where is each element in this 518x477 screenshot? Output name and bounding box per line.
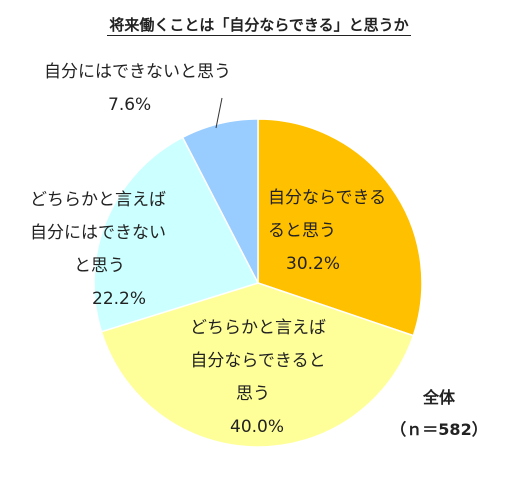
slice-agree bbox=[257, 118, 423, 337]
slice-label-somewhat-disagree-line1: どちらかと言えば bbox=[30, 190, 166, 210]
slice-label-somewhat-agree-line3: 思う bbox=[236, 384, 270, 404]
chart-title: 将来働くことは「自分ならできる」と思うか bbox=[107, 16, 411, 36]
slice-label-agree-line2: ると思う bbox=[268, 221, 336, 241]
slice-label-disagree: 自分にはできないと思う 7.6% bbox=[44, 56, 231, 122]
slice-label-disagree-line1: 自分にはできないと思う bbox=[44, 62, 231, 82]
leader-line-disagree bbox=[215, 97, 223, 129]
slice-value-somewhat-disagree: 22.2% bbox=[92, 289, 147, 309]
slice-value-agree: 30.2% bbox=[286, 254, 341, 274]
sample-size-note: 全体 （ｎ＝582） bbox=[380, 382, 498, 446]
slice-somewhat-disagree bbox=[93, 136, 260, 333]
slice-label-agree: 自分ならできる ると思う 30.2% bbox=[268, 182, 386, 281]
slice-value-disagree: 7.6% bbox=[108, 95, 152, 115]
total-label: 全体 bbox=[422, 388, 455, 407]
slice-label-somewhat-agree-line2: 自分ならできると bbox=[190, 351, 326, 371]
slice-label-somewhat-disagree: どちらかと言えば 自分にはできない と思う 22.2% bbox=[30, 184, 166, 316]
sample-size: （ｎ＝582） bbox=[390, 420, 488, 439]
slice-value-somewhat-agree: 40.0% bbox=[230, 417, 285, 437]
slice-label-somewhat-agree-line1: どちらかと言えば bbox=[190, 318, 326, 338]
slice-label-somewhat-disagree-line2: 自分にはできない bbox=[30, 223, 166, 243]
slice-somewhat-agree bbox=[100, 282, 415, 448]
slice-label-somewhat-disagree-line3: と思う bbox=[74, 256, 125, 276]
slice-disagree bbox=[181, 118, 259, 284]
slice-label-agree-line1: 自分ならできる bbox=[268, 188, 387, 208]
slice-label-somewhat-agree: どちらかと言えば 自分ならできると 思う 40.0% bbox=[178, 312, 338, 444]
